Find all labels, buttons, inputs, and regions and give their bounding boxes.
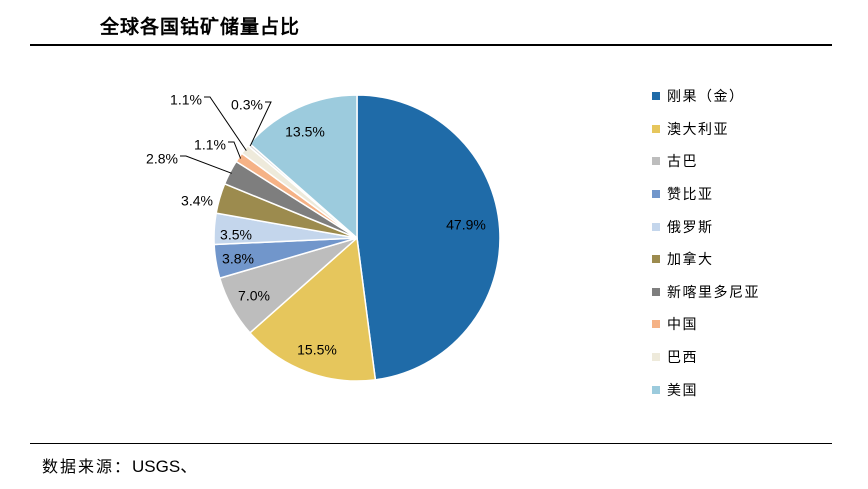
legend-swatch	[652, 157, 660, 166]
source-note: 数据来源：USGS、	[42, 452, 197, 477]
legend-swatch	[652, 353, 660, 362]
source-label: 数据来源：	[42, 457, 133, 476]
legend-label: 加拿大	[667, 252, 714, 269]
data-label: 0.3%	[231, 97, 263, 113]
data-label: 2.8%	[146, 151, 178, 167]
legend: 刚果（金） 澳大利亚古巴赞比亚俄罗斯加拿大新喀里多尼亚 中国巴西美国	[652, 80, 760, 406]
legend-label: 刚果（金）	[667, 89, 745, 106]
legend-label: 俄罗斯	[667, 219, 714, 236]
data-label: 1.1%	[194, 137, 226, 153]
legend-swatch	[652, 255, 660, 264]
data-label: 3.5%	[220, 227, 252, 243]
data-label: 3.4%	[181, 193, 213, 209]
title-rule	[30, 44, 832, 46]
data-label: 15.5%	[297, 342, 337, 358]
pie-slice-刚果（金）	[356, 94, 501, 381]
chart-title: 全球各国钴矿储量占比	[100, 16, 301, 38]
legend-item: 刚果（金）	[652, 80, 760, 113]
legend-swatch	[652, 92, 660, 101]
leader-line	[180, 155, 232, 174]
legend-item: 加拿大	[652, 243, 760, 276]
leader-line	[204, 96, 247, 151]
source-value: USGS、	[132, 457, 198, 476]
pie-slice-美国	[248, 94, 358, 240]
legend-label: 新喀里多尼亚	[667, 284, 760, 301]
data-label: 7.0%	[238, 288, 270, 304]
legend-item: 中国	[652, 308, 760, 341]
leader-line	[228, 141, 242, 159]
legend-label: 美国	[667, 382, 698, 399]
source-rule	[30, 443, 832, 444]
data-label: 47.9%	[446, 217, 486, 233]
legend-label: 中国	[667, 317, 698, 334]
legend-item: 新喀里多尼亚	[652, 276, 760, 309]
pie-slices	[213, 94, 501, 382]
legend-swatch	[652, 124, 660, 133]
legend-swatch	[652, 190, 660, 199]
legend-swatch	[652, 222, 660, 231]
data-label: 3.8%	[222, 251, 254, 267]
data-labels: 47.9% 15.5% 7.0% 3.8% 3.5% 3.4% 2.8% 1.1% 1.1% 0.…	[146, 92, 486, 358]
data-label: 1.1%	[170, 92, 202, 108]
leader-lines	[180, 96, 272, 174]
legend-label: 澳大利亚	[667, 121, 729, 138]
data-label: 13.5%	[285, 124, 325, 140]
legend-item: 美国	[652, 373, 760, 406]
legend-item: 澳大利亚	[652, 113, 760, 146]
leader-line	[249, 101, 272, 147]
legend-label: 古巴	[667, 154, 698, 171]
legend-swatch	[652, 287, 660, 296]
pie-slice-澳大利亚	[248, 236, 377, 382]
legend-item: 俄罗斯	[652, 210, 760, 243]
legend-swatch	[652, 385, 660, 394]
legend-label: 赞比亚	[667, 187, 714, 204]
legend-item: 赞比亚	[652, 178, 760, 211]
legend-swatch	[652, 320, 660, 329]
legend-label: 巴西	[667, 350, 698, 367]
legend-item: 古巴	[652, 145, 760, 178]
legend-item: 巴西	[652, 341, 760, 374]
